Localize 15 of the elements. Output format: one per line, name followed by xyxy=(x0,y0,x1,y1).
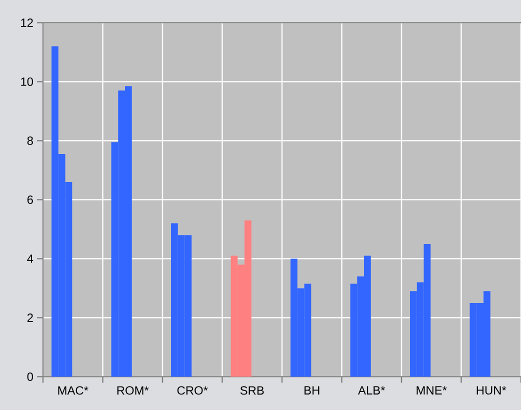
x-tick-label: ROM* xyxy=(117,386,149,395)
y-tick-label: 6 xyxy=(27,195,33,204)
y-tick-label: 8 xyxy=(27,136,33,145)
x-tick-label: SRB xyxy=(240,386,264,395)
x-tick-label: BH xyxy=(304,386,320,394)
y-tick-label: 10 xyxy=(21,77,34,86)
x-tick-label: HUN* xyxy=(476,386,506,395)
y-tick-label: 0 xyxy=(27,372,34,381)
y-tick-label: 12 xyxy=(21,18,33,27)
x-tick-label: MNE* xyxy=(416,386,447,394)
x-tick-label: ALB* xyxy=(358,386,386,394)
y-tick-label: 4 xyxy=(27,254,34,263)
x-tick-label: CRO* xyxy=(177,386,208,395)
y-tick-label: 2 xyxy=(27,314,33,322)
x-tick-label: MAC* xyxy=(58,386,88,395)
